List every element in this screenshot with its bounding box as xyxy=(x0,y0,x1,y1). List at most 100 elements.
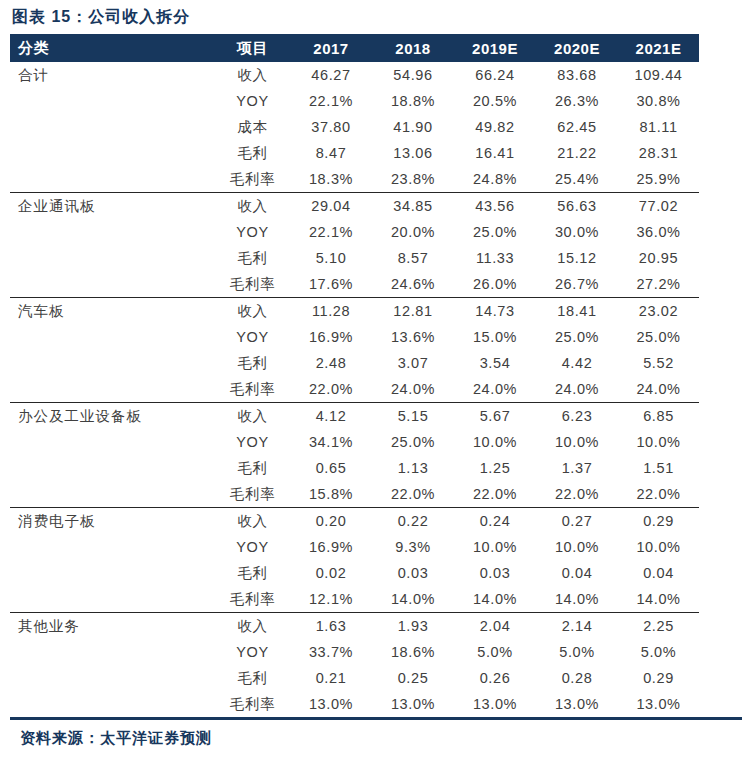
item-cell: 成本 xyxy=(215,114,290,140)
item-cell: 毛利 xyxy=(215,560,290,586)
value-cell: 23.8% xyxy=(372,166,454,193)
value-cell: 10.0% xyxy=(618,429,699,455)
value-cell: 5.0% xyxy=(536,639,618,665)
value-cell: 33.7% xyxy=(290,639,372,665)
column-header-0: 分类 xyxy=(10,34,215,62)
value-cell: 18.8% xyxy=(372,88,454,114)
table-row: 毛利8.4713.0616.4121.2228.31 xyxy=(10,140,699,166)
table-row: 毛利2.483.073.544.425.52 xyxy=(10,350,699,376)
table-row: YOY22.1%18.8%20.5%26.3%30.8% xyxy=(10,88,699,114)
value-cell: 43.56 xyxy=(454,193,536,220)
value-cell: 22.1% xyxy=(290,88,372,114)
category-cell xyxy=(10,324,215,350)
item-cell: YOY xyxy=(215,534,290,560)
category-cell xyxy=(10,481,215,508)
value-cell: 13.0% xyxy=(290,691,372,717)
value-cell: 0.65 xyxy=(290,455,372,481)
value-cell: 5.15 xyxy=(372,403,454,430)
value-cell: 29.04 xyxy=(290,193,372,220)
category-cell xyxy=(10,114,215,140)
value-cell: 34.85 xyxy=(372,193,454,220)
value-cell: 18.3% xyxy=(290,166,372,193)
table-row: 毛利率13.0%13.0%13.0%13.0%13.0% xyxy=(10,691,699,717)
item-cell: 毛利率 xyxy=(215,586,290,613)
value-cell: 41.90 xyxy=(372,114,454,140)
item-cell: YOY xyxy=(215,219,290,245)
value-cell: 24.6% xyxy=(372,271,454,298)
value-cell: 56.63 xyxy=(536,193,618,220)
category-cell xyxy=(10,219,215,245)
column-header-2: 2017 xyxy=(290,34,372,62)
value-cell: 4.42 xyxy=(536,350,618,376)
value-cell: 5.0% xyxy=(618,639,699,665)
value-cell: 13.0% xyxy=(372,691,454,717)
table-row: 毛利率12.1%14.0%14.0%14.0%14.0% xyxy=(10,586,699,613)
value-cell: 5.10 xyxy=(290,245,372,271)
value-cell: 10.0% xyxy=(618,534,699,560)
value-cell: 20.5% xyxy=(454,88,536,114)
category-cell: 其他业务 xyxy=(10,613,215,640)
value-cell: 30.8% xyxy=(618,88,699,114)
item-cell: 收入 xyxy=(215,403,290,430)
item-cell: 收入 xyxy=(215,193,290,220)
value-cell: 25.0% xyxy=(618,324,699,350)
value-cell: 26.7% xyxy=(536,271,618,298)
value-cell: 22.0% xyxy=(290,376,372,403)
item-cell: 毛利 xyxy=(215,455,290,481)
value-cell: 10.0% xyxy=(536,534,618,560)
value-cell: 22.0% xyxy=(618,481,699,508)
table-row: YOY34.1%25.0%10.0%10.0%10.0% xyxy=(10,429,699,455)
value-cell: 14.0% xyxy=(618,586,699,613)
table-row: 办公及工业设备板收入4.125.155.676.236.85 xyxy=(10,403,699,430)
category-cell xyxy=(10,639,215,665)
column-header-3: 2018 xyxy=(372,34,454,62)
item-cell: 收入 xyxy=(215,613,290,640)
value-cell: 13.0% xyxy=(454,691,536,717)
value-cell: 1.63 xyxy=(290,613,372,640)
value-cell: 25.4% xyxy=(536,166,618,193)
category-cell xyxy=(10,691,215,717)
value-cell: 0.22 xyxy=(372,508,454,535)
value-cell: 10.0% xyxy=(454,429,536,455)
value-cell: 2.14 xyxy=(536,613,618,640)
table-row: 企业通讯板收入29.0434.8543.5656.6377.02 xyxy=(10,193,699,220)
category-cell xyxy=(10,166,215,193)
value-cell: 14.73 xyxy=(454,298,536,325)
category-cell xyxy=(10,586,215,613)
table-row: 毛利0.651.131.251.371.51 xyxy=(10,455,699,481)
value-cell: 5.52 xyxy=(618,350,699,376)
value-cell: 9.3% xyxy=(372,534,454,560)
value-cell: 1.51 xyxy=(618,455,699,481)
category-cell: 消费电子板 xyxy=(10,508,215,535)
value-cell: 10.0% xyxy=(454,534,536,560)
category-cell xyxy=(10,665,215,691)
table-row: YOY22.1%20.0%25.0%30.0%36.0% xyxy=(10,219,699,245)
value-cell: 18.41 xyxy=(536,298,618,325)
value-cell: 27.2% xyxy=(618,271,699,298)
value-cell: 0.29 xyxy=(618,508,699,535)
value-cell: 37.80 xyxy=(290,114,372,140)
value-cell: 34.1% xyxy=(290,429,372,455)
value-cell: 0.03 xyxy=(372,560,454,586)
value-cell: 0.28 xyxy=(536,665,618,691)
value-cell: 66.24 xyxy=(454,62,536,88)
value-cell: 6.85 xyxy=(618,403,699,430)
value-cell: 28.31 xyxy=(618,140,699,166)
category-cell: 办公及工业设备板 xyxy=(10,403,215,430)
value-cell: 15.12 xyxy=(536,245,618,271)
item-cell: 毛利率 xyxy=(215,481,290,508)
value-cell: 24.8% xyxy=(454,166,536,193)
value-cell: 46.27 xyxy=(290,62,372,88)
figure-container: 图表 15：公司收入拆分 分类项目201720182019E2020E2021E… xyxy=(0,7,751,748)
table-bottom-rule xyxy=(10,717,742,720)
value-cell: 25.9% xyxy=(618,166,699,193)
value-cell: 16.9% xyxy=(290,324,372,350)
value-cell: 15.0% xyxy=(454,324,536,350)
value-cell: 1.13 xyxy=(372,455,454,481)
value-cell: 0.04 xyxy=(618,560,699,586)
value-cell: 14.0% xyxy=(536,586,618,613)
category-cell: 企业通讯板 xyxy=(10,193,215,220)
value-cell: 16.41 xyxy=(454,140,536,166)
value-cell: 23.02 xyxy=(618,298,699,325)
item-cell: 毛利率 xyxy=(215,691,290,717)
